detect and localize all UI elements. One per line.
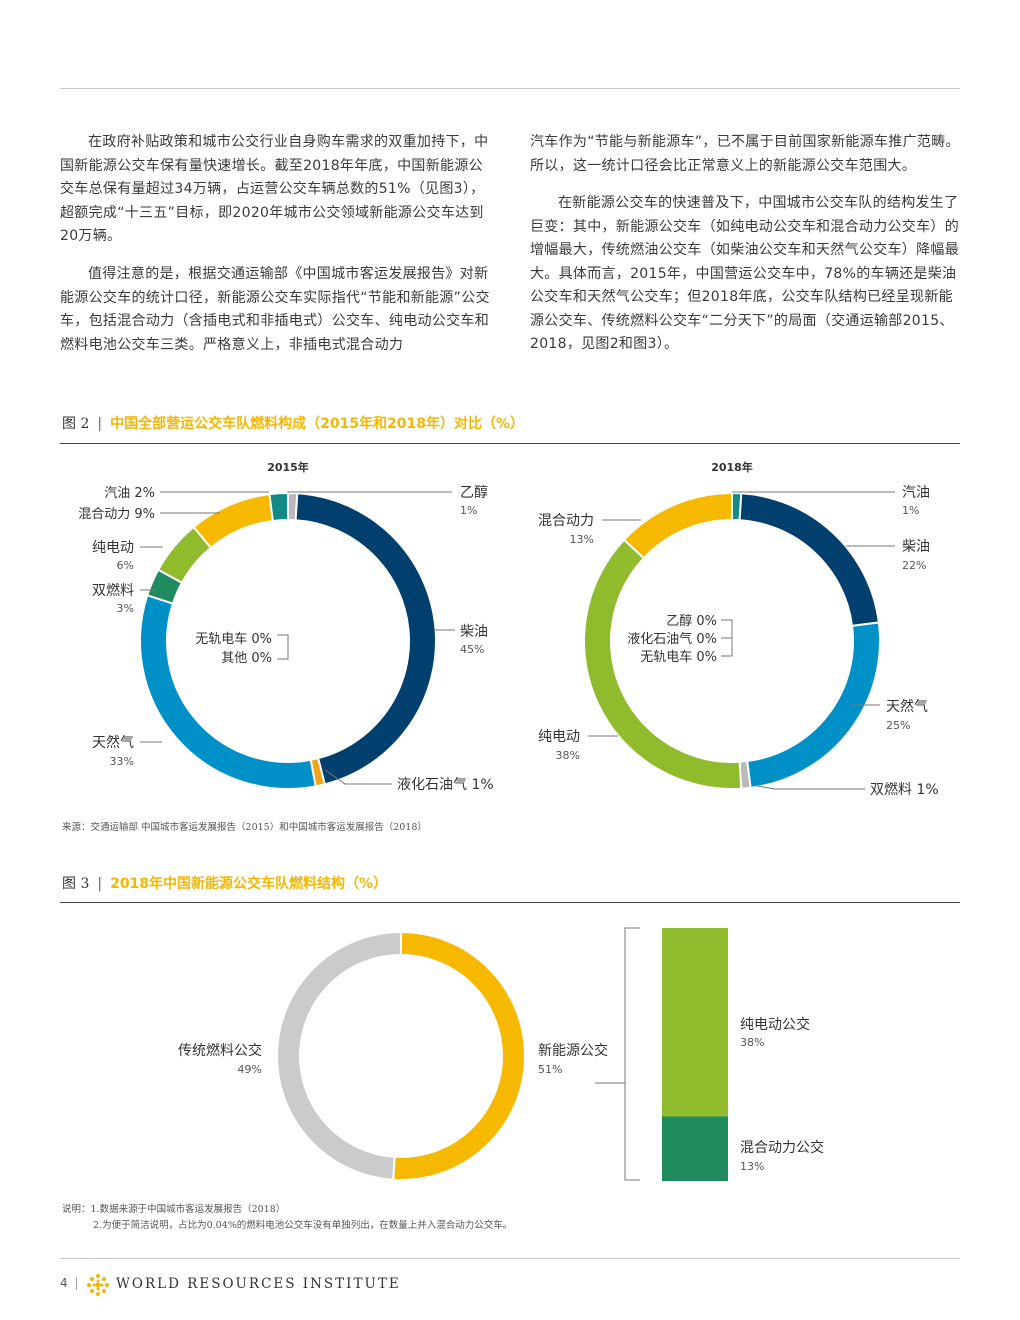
donut-slice-diesel (738, 492, 880, 627)
donut-slice-gasoline (268, 491, 289, 523)
label-traditional: 传统燃料公交 (178, 1042, 262, 1059)
label-2015-cng-pct: 33% (110, 755, 134, 768)
top-rule (60, 88, 960, 89)
leaders-2015 (140, 491, 455, 785)
chart-2018-title: 2018年 (711, 460, 753, 474)
leaders-2018 (588, 491, 895, 790)
figure3-rule (60, 902, 960, 903)
footer-rule (60, 1258, 960, 1259)
figure2-caption: 中国全部营运公交车队燃料构成（2015年和2018年）对比（%） (110, 416, 525, 432)
figure3-caption: 2018年中国新能源公交车队燃料结构（%） (110, 876, 388, 892)
label-2018-diesel-pct: 22% (902, 559, 926, 572)
label-new-energy: 新能源公交 (538, 1042, 608, 1059)
donut-2015 (139, 491, 437, 790)
label-2015-diesel-pct: 45% (460, 643, 484, 656)
wri-logo-icon (87, 1274, 109, 1296)
label-2018-cng-pct: 25% (886, 719, 910, 732)
label-bar-hybrid: 混合动力公交 (740, 1139, 824, 1156)
page-number: 4 | (60, 1276, 79, 1290)
left-paragraph-1: 在政府补贴政策和城市公交行业自身购车需求的双重加持下，中国新能源公交车保有量快速… (60, 134, 489, 244)
right-paragraph-1: 汽车作为“节能与新能源车”，已不属于目前国家新能源车推广范畴。所以，这一统计口径… (530, 134, 960, 174)
label-2015-dual-pct: 3% (117, 602, 134, 615)
donut-2018-structure (275, 930, 526, 1181)
label-2018-lpg: 液化石油气 0% (627, 631, 717, 647)
figure2-number: 图 2 (62, 416, 90, 432)
label-2018-trolley: 无轨电车 0% (640, 649, 717, 665)
bracket (595, 927, 640, 1181)
figure2-separator: | (97, 416, 103, 432)
label-2018-hybrid: 混合动力 (538, 513, 594, 529)
label-2015-ev-pct: 6% (117, 559, 134, 572)
figure3-separator: | (97, 876, 103, 892)
donut-slice-hybrid (192, 493, 274, 550)
donut-slice-cng (139, 594, 317, 790)
left-paragraph-2: 值得注意的是，根据交通运输部《中国城市客运发展报告》对新能源公交车的统计口径，新… (60, 266, 490, 353)
org-name: WORLD RESOURCES INSTITUTE (116, 1276, 401, 1292)
label-bar-hybrid-pct: 13% (740, 1160, 764, 1173)
figure2-donuts: 2015年 2018年 乙醇 1% 汽油 2% 混合动力 9% 纯电动 6% 双… (78, 460, 939, 798)
figure2-rule (60, 443, 960, 444)
label-2015-dual: 双燃料 (92, 582, 134, 599)
label-2015-ethanol-pct: 1% (460, 504, 477, 517)
donut-slice-diesel (294, 492, 437, 786)
label-2015-diesel: 柴油 (460, 624, 488, 640)
label-2018-ethanol: 乙醇 0% (666, 613, 717, 629)
label-2015-cng: 天然气 (92, 734, 134, 751)
label-2015-lpg: 液化石油气 1% (397, 777, 494, 793)
label-2015-other: 其他 0% (221, 651, 272, 666)
label-2015-ev: 纯电动 (92, 540, 134, 556)
right-paragraph-2: 在新能源公交车的快速普及下，中国城市公交车队的结构发生了巨变：其中，新能源公交车… (530, 195, 959, 352)
chart-2015-title: 2015年 (267, 460, 309, 474)
label-2015-gasoline: 汽油 2% (104, 486, 155, 501)
label-2018-gasoline: 汽油 (902, 485, 930, 501)
footer-separator: | (74, 1276, 79, 1290)
label-2018-ev: 纯电动 (538, 729, 580, 745)
label-2018-diesel: 柴油 (902, 539, 930, 555)
figure3-chart: 传统燃料公交 49% 新能源公交 51% 纯电动公交 38% 混合动力公交 13… (178, 927, 824, 1181)
figure2-title: 图 2 | 中国全部营运公交车队燃料构成（2015年和2018年）对比（%） (62, 413, 524, 433)
label-new-energy-pct: 51% (538, 1063, 562, 1076)
bar-segment-ev (662, 928, 728, 1117)
label-2018-dual: 双燃料 1% (870, 781, 939, 798)
stacked-bar-new-energy (662, 928, 728, 1181)
page-number-value: 4 (60, 1276, 68, 1290)
label-2018-ev-pct: 38% (556, 749, 580, 762)
figure3-title: 图 3 | 2018年中国新能源公交车队燃料结构（%） (62, 873, 387, 893)
figure3-number: 图 3 (62, 876, 90, 892)
figure3-note-1: 说明：1.数据来源于中国城市客运发展报告（2018） (62, 1204, 286, 1215)
figure2-source: 来源：交通运输部 中国城市客运发展报告（2015）和中国城市客运发展报告（201… (62, 822, 427, 833)
donut-slice-hybrid (622, 491, 733, 560)
donut-slice-new-energy (392, 930, 526, 1181)
label-2015-trolley: 无轨电车 0% (195, 631, 272, 647)
label-bar-ev-pct: 38% (740, 1036, 764, 1049)
label-2015-ethanol: 乙醇 (460, 484, 488, 501)
label-2018-gasoline-pct: 1% (902, 504, 919, 517)
label-traditional-pct: 49% (238, 1063, 262, 1076)
label-2018-hybrid-pct: 13% (570, 533, 594, 546)
bar-segment-hybrid (662, 1116, 728, 1181)
label-bar-ev: 纯电动公交 (740, 1016, 810, 1033)
figure3-note-2: 2.为便于简洁说明，占比为0.04%的燃料电池公交车没有单独列出，在数量上并入混… (93, 1220, 513, 1231)
donut-slice-traditional (275, 930, 402, 1181)
label-2015-hybrid: 混合动力 9% (78, 507, 155, 522)
label-2018-cng: 天然气 (886, 698, 928, 715)
